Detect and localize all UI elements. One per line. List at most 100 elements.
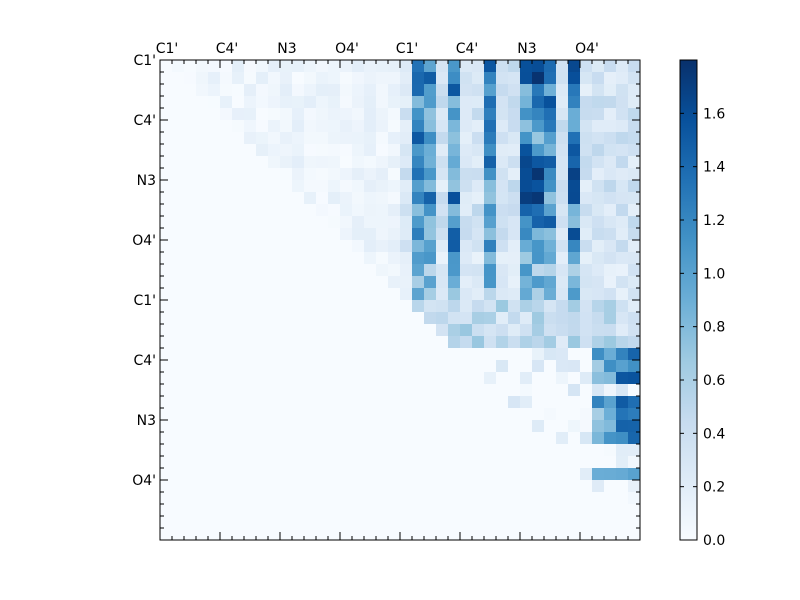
- heatmap-cell: [412, 240, 425, 253]
- heatmap-cell: [580, 372, 593, 385]
- heatmap-cell: [616, 396, 629, 409]
- heatmap-cell: [244, 252, 257, 265]
- heatmap-cell: [364, 336, 377, 349]
- heatmap-cell: [472, 504, 485, 517]
- heatmap-cell: [280, 216, 293, 229]
- heatmap-cell: [352, 108, 365, 121]
- heatmap-cell: [496, 408, 509, 421]
- heatmap-cell: [508, 384, 521, 397]
- heatmap-cell: [376, 336, 389, 349]
- heatmap-cell: [484, 468, 497, 481]
- heatmap-cell: [616, 324, 629, 337]
- heatmap-cell: [316, 168, 329, 181]
- heatmap-cell: [244, 408, 257, 421]
- heatmap-cell: [436, 312, 449, 325]
- heatmap-cell: [376, 384, 389, 397]
- heatmap-cell: [448, 264, 461, 277]
- heatmap-cell: [208, 420, 221, 433]
- heatmap-cell: [160, 180, 173, 193]
- heatmap-cell: [364, 408, 377, 421]
- heatmap-cell: [340, 336, 353, 349]
- heatmap-cell: [472, 84, 485, 97]
- heatmap-cell: [568, 240, 581, 253]
- heatmap-cell: [508, 348, 521, 361]
- heatmap-cell: [268, 72, 281, 85]
- heatmap-cell: [172, 60, 185, 73]
- heatmap-cell: [172, 156, 185, 169]
- heatmap-cell: [472, 204, 485, 217]
- heatmap-cell: [316, 252, 329, 265]
- heatmap-cell: [268, 96, 281, 109]
- heatmap-cell: [232, 396, 245, 409]
- heatmap-cell: [616, 360, 629, 373]
- heatmap-cell: [172, 204, 185, 217]
- heatmap-cell: [184, 228, 197, 241]
- heatmap-cell: [580, 240, 593, 253]
- heatmap-cell: [580, 156, 593, 169]
- heatmap-cell: [604, 372, 617, 385]
- heatmap-cell: [232, 204, 245, 217]
- heatmap-cell: [484, 384, 497, 397]
- heatmap-cell: [328, 168, 341, 181]
- heatmap-cell: [484, 72, 497, 85]
- heatmap-cell: [304, 300, 317, 313]
- heatmap-cell: [196, 60, 209, 73]
- heatmap-cell: [580, 360, 593, 373]
- heatmap-cell: [196, 96, 209, 109]
- heatmap-cell: [256, 264, 269, 277]
- heatmap-cell: [520, 360, 533, 373]
- heatmap-cell: [388, 252, 401, 265]
- colorbar-gradient: [679, 59, 698, 541]
- colorbar-ticks: 0.00.20.40.60.81.01.21.41.6: [680, 106, 725, 549]
- heatmap-cell: [232, 360, 245, 373]
- heatmap-cell: [244, 264, 257, 277]
- heatmap-cell: [544, 264, 557, 277]
- heatmap-cell: [160, 516, 173, 529]
- heatmap-cell: [208, 300, 221, 313]
- heatmap-cell: [520, 120, 533, 133]
- heatmap-cell: [412, 396, 425, 409]
- heatmap-cell: [292, 180, 305, 193]
- heatmap-cell: [544, 240, 557, 253]
- heatmap-cell: [232, 348, 245, 361]
- heatmap-cell: [496, 168, 509, 181]
- heatmap-cell: [568, 516, 581, 529]
- heatmap-cell: [556, 456, 569, 469]
- heatmap-cell: [232, 132, 245, 145]
- heatmap-cell: [568, 72, 581, 85]
- heatmap-cell: [424, 216, 437, 229]
- heatmap-cell: [244, 324, 257, 337]
- heatmap-cell: [412, 528, 425, 541]
- heatmap-cell: [544, 192, 557, 205]
- heatmap-cell: [616, 408, 629, 421]
- heatmap-cell: [448, 96, 461, 109]
- heatmap-cell: [424, 492, 437, 505]
- heatmap-cell: [196, 168, 209, 181]
- heatmap-cell: [328, 360, 341, 373]
- heatmap-cell: [268, 240, 281, 253]
- heatmap-cell: [532, 432, 545, 445]
- heatmap-cell: [448, 300, 461, 313]
- heatmap-cell: [208, 240, 221, 253]
- heatmap-cell: [400, 396, 413, 409]
- heatmap-cell: [184, 144, 197, 157]
- heatmap-cell: [388, 336, 401, 349]
- heatmap-cell: [412, 252, 425, 265]
- heatmap-cell: [160, 288, 173, 301]
- heatmap-cell: [172, 408, 185, 421]
- heatmap-cell: [256, 492, 269, 505]
- heatmap-cell: [424, 144, 437, 157]
- heatmap-cell: [472, 120, 485, 133]
- heatmap-cell: [604, 144, 617, 157]
- heatmap-cell: [340, 324, 353, 337]
- heatmap-cell: [184, 240, 197, 253]
- heatmap-cell: [304, 396, 317, 409]
- heatmap-cell: [244, 480, 257, 493]
- heatmap-cell: [376, 216, 389, 229]
- heatmap-cell: [304, 408, 317, 421]
- heatmap-cell: [316, 180, 329, 193]
- heatmap-cell: [472, 180, 485, 193]
- heatmap-cell: [496, 468, 509, 481]
- heatmap-cell: [472, 372, 485, 385]
- heatmap-cell: [460, 456, 473, 469]
